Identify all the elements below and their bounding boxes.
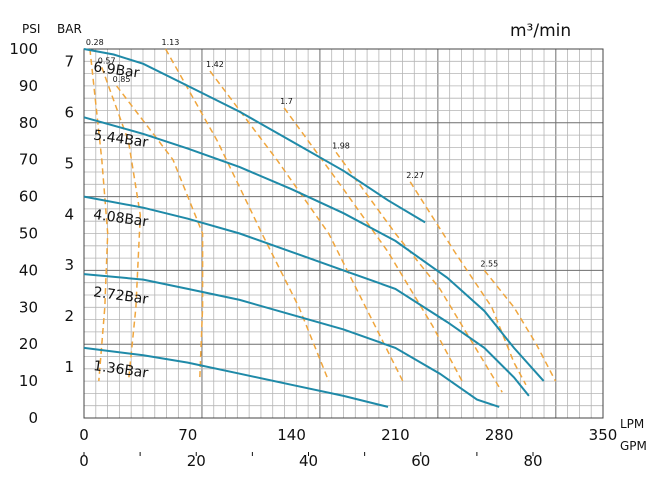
series-line-4: [83, 273, 500, 408]
flow-line-1: [89, 48, 109, 382]
series-label-3: 4.08Bar: [92, 207, 149, 231]
series-label-5: 1.36Bar: [92, 358, 149, 382]
x-gpm-tick-label: 40: [299, 452, 318, 470]
gpm-unit-label: GPM: [620, 439, 647, 453]
y-bar-tick-label: 6: [64, 103, 74, 121]
flow-line-label-6: 1.7: [280, 97, 293, 106]
flow-line-5: [209, 70, 404, 382]
y-bar-tick-label: 7: [64, 53, 74, 71]
y-psi-tick-label: 60: [19, 188, 38, 206]
flow-line-label-9: 2.55: [480, 259, 498, 268]
x-gpm-tick-label: 20: [187, 452, 206, 470]
plot-border: [83, 48, 604, 419]
series-lines: [83, 48, 545, 408]
flow-line-label-3: 0.85: [113, 75, 131, 84]
x-gpm-tick-label: 60: [411, 452, 430, 470]
x-gpm-tick-label: 80: [523, 452, 542, 470]
flow-line-3: [116, 85, 204, 382]
y-psi-tick-label: 50: [19, 225, 38, 243]
flow-line-label-2: 0.57: [98, 56, 116, 65]
y-psi-tick-label: 40: [19, 261, 38, 279]
series-label-2: 5.44Bar: [92, 128, 149, 152]
flow-lines: 0.28 0.57 0.85 1.13 1.42 1.7 1.98 2.27 2.55: [86, 38, 557, 393]
x-lpm-tick-label: 70: [178, 426, 197, 444]
flow-line-label-4: 1.13: [162, 38, 180, 47]
series-labels: 6.9Bar 5.44Bar 4.08Bar 2.72Bar 1.36Bar: [92, 59, 149, 381]
y-bar-tick-label: 3: [64, 256, 74, 274]
y-bar-tick-label: 2: [64, 307, 74, 325]
lpm-unit-label: LPM: [620, 417, 644, 431]
chart-title: m³/min: [510, 21, 571, 41]
flow-line-4: [164, 48, 330, 382]
x-gpm-tick-label: 0: [79, 452, 89, 470]
x-lpm-tick-label: 210: [381, 426, 410, 444]
y-bar-tick-label: 4: [64, 205, 74, 223]
flow-line-2: [101, 67, 142, 382]
flow-line-8: [409, 181, 527, 386]
psi-unit-label: PSI: [22, 22, 40, 36]
y-psi-tick-label: 70: [19, 151, 38, 169]
series-label-1: 6.9Bar: [92, 59, 140, 81]
flow-line-label-7: 1.98: [332, 141, 350, 150]
y-psi-tick-label: 10: [19, 372, 38, 390]
x-lpm-tick-label: 350: [589, 426, 618, 444]
flow-line-label-5: 1.42: [206, 60, 224, 69]
x-lpm-tick-label: 0: [79, 426, 89, 444]
x-lpm-tick-label: 140: [277, 426, 306, 444]
series-line-5: [83, 346, 389, 408]
y-psi-tick-label: 0: [28, 409, 38, 427]
y-psi-tick-label: 80: [19, 114, 38, 132]
flow-line-7: [335, 151, 503, 393]
y-bar-tick-label: 5: [64, 154, 74, 172]
y-bar-tick-label: 1: [64, 358, 74, 376]
flow-line-6: [283, 107, 463, 382]
series-line-3: [83, 195, 530, 397]
series-label-4: 2.72Bar: [92, 284, 149, 308]
flow-line-label-8: 2.27: [406, 171, 424, 180]
y-psi-tick-label: 100: [9, 40, 38, 58]
grid: [83, 48, 604, 419]
series-line-1: [83, 48, 426, 224]
y-psi-tick-label: 30: [19, 298, 38, 316]
y-psi-tick-label: 20: [19, 335, 38, 353]
bar-unit-label: BAR: [57, 22, 82, 36]
series-line-2: [83, 116, 545, 382]
flow-line-label-1: 0.28: [86, 38, 104, 47]
x-lpm-tick-label: 280: [485, 426, 514, 444]
flow-line-9: [483, 269, 557, 382]
y-psi-tick-label: 90: [19, 77, 38, 95]
